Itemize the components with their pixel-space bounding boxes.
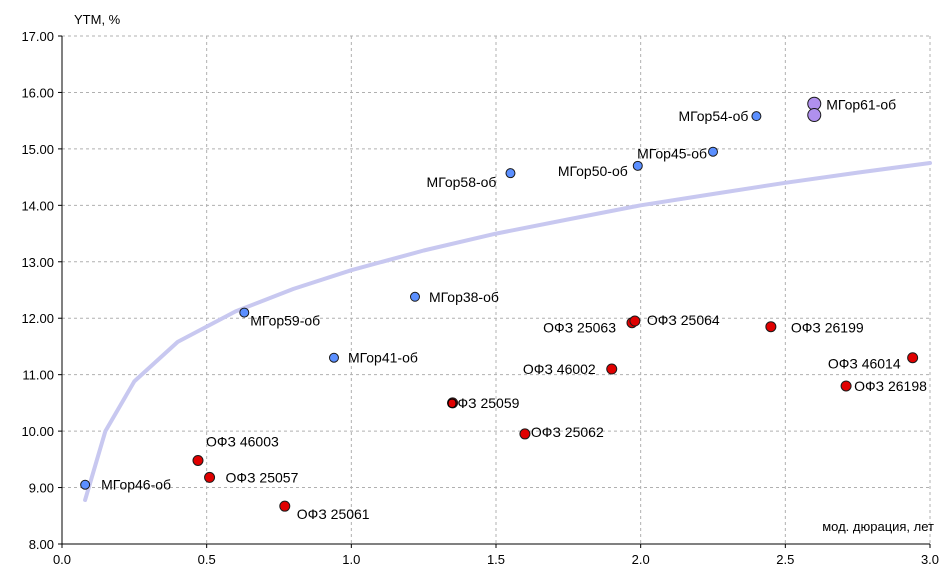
ofz-point	[519, 428, 531, 440]
ofz-point	[907, 352, 919, 364]
mgor-point	[751, 111, 762, 122]
mgor-point	[409, 291, 420, 302]
point-label: МГор59-об	[250, 313, 320, 329]
ofz-point	[629, 315, 641, 327]
point-label: ОФЗ 26199	[791, 320, 864, 336]
point-labels: МГор46-об МГор59-об МГор41-об МГор38-об МГор…	[101, 97, 927, 522]
mgor-point	[505, 168, 516, 179]
point-label: ОФЗ 25064	[647, 312, 720, 328]
x-tick-label: 0.5	[198, 552, 216, 567]
y-tick-label: 13.00	[21, 255, 54, 270]
grid	[62, 35, 931, 544]
point-label: ОФЗ 46003	[206, 433, 279, 449]
point-label: ОФЗ 25062	[531, 424, 604, 440]
point-label: МГор46-об	[101, 477, 171, 493]
point-label: МГор41-об	[348, 350, 418, 366]
point-label: МГор58-об	[427, 174, 497, 190]
y-axis-title: YTM, %	[74, 12, 121, 27]
tick-labels: 0.0 0.5 1.0 1.5 2.0 2.5 3.0 8.00 9.00 10.00 11.00 1…	[21, 29, 939, 567]
point-label: ОФЗ 25057	[226, 469, 299, 485]
x-tick-label: 3.0	[921, 552, 939, 567]
x-tick-label: 2.5	[776, 552, 794, 567]
ofz-point	[606, 363, 618, 375]
y-tick-label: 8.00	[29, 537, 54, 552]
point-label: ОФЗ 46014	[828, 356, 901, 372]
trend-curve-layer	[83, 161, 932, 502]
point-label: ОФЗ 26198	[854, 378, 927, 394]
x-tick-label: 2.0	[632, 552, 650, 567]
point-label: МГор45-об	[637, 146, 707, 162]
x-axis-title: мод. дюрация, лет	[822, 519, 934, 534]
ofz-point	[204, 471, 216, 483]
ofz-point	[192, 454, 204, 466]
y-tick-label: 9.00	[29, 481, 54, 496]
y-tick-label: 14.00	[21, 198, 54, 213]
y-tick-label: 16.00	[21, 85, 54, 100]
point-label: ОФЗ 25059	[447, 395, 520, 411]
ofz-point	[765, 321, 777, 333]
mgor-large-point	[807, 108, 822, 123]
mgor-point	[239, 307, 250, 318]
ofz-point	[447, 397, 459, 409]
y-tick-label: 11.00	[22, 368, 54, 383]
point-label: ОФЗ 25063	[543, 320, 616, 336]
ofz-point	[840, 380, 852, 392]
point-label: МГор50-об	[558, 163, 628, 179]
mgor-point	[708, 146, 718, 157]
point-label: ОФЗ 25061	[297, 506, 370, 522]
point-label: МГор38-об	[429, 289, 499, 305]
x-tick-label: 1.0	[342, 552, 360, 567]
y-tick-label: 12.00	[21, 311, 54, 326]
mgor-point	[328, 352, 339, 363]
y-tick-label: 17.00	[21, 29, 54, 44]
trend-curve	[83, 161, 932, 502]
data-points	[80, 96, 919, 512]
axes	[58, 35, 931, 548]
mgor-point	[80, 479, 91, 490]
point-label: МГор54-об	[678, 108, 748, 124]
point-label: МГор61-об	[826, 97, 896, 113]
point-label: ОФЗ 46002	[523, 361, 596, 377]
y-tick-label: 15.00	[21, 142, 54, 157]
mgor-point	[632, 160, 643, 171]
y-tick-label: 10.00	[21, 424, 54, 439]
x-tick-label: 1.5	[487, 552, 505, 567]
x-tick-label: 0.0	[53, 552, 71, 567]
ofz-point	[279, 500, 291, 512]
